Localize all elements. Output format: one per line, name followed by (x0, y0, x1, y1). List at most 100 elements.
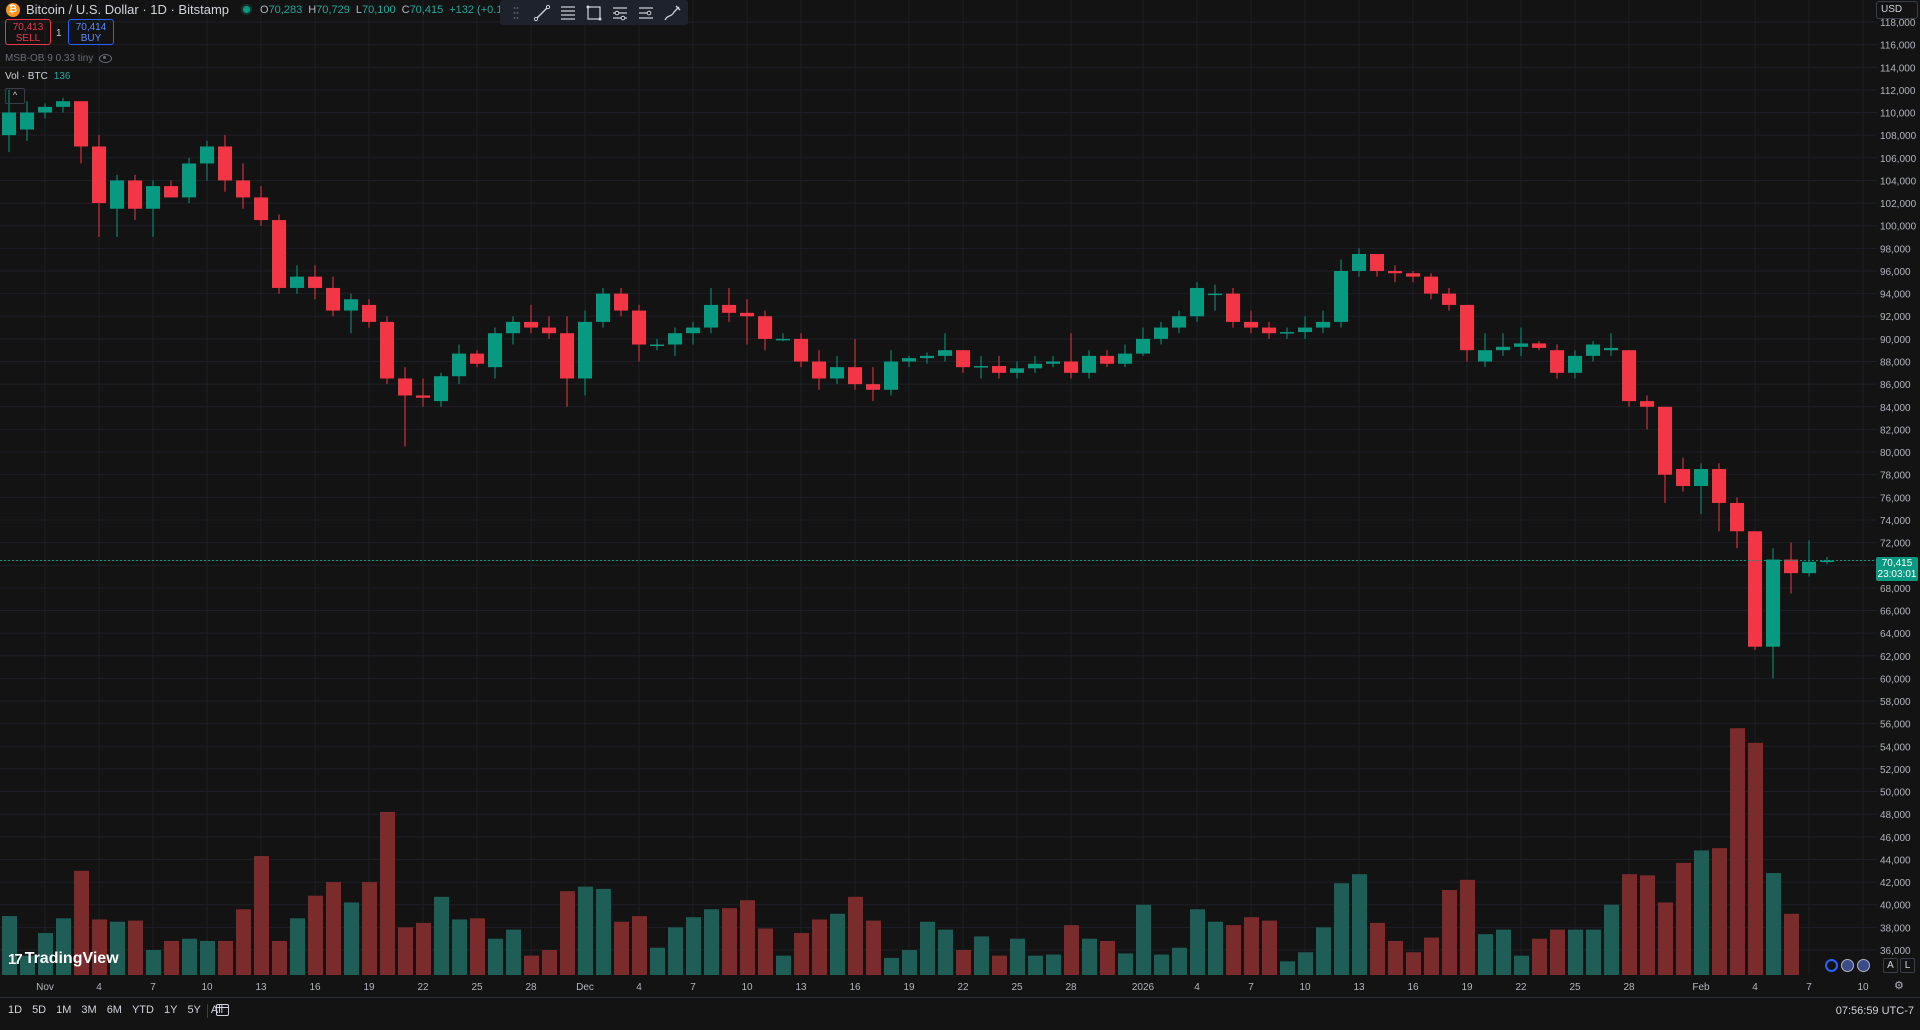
x-tick-label: 7 (1248, 982, 1254, 993)
symbol-title[interactable]: Bitcoin / U.S. Dollar · 1D · Bitstamp (26, 2, 229, 17)
date-range-selector[interactable]: 1D 5D 1M 3M 6M YTD 1Y 5Y All (8, 1004, 223, 1016)
y-tick-label: 48,000 (1880, 810, 1911, 821)
candle-body (56, 101, 70, 107)
market-status-icon[interactable] (243, 6, 250, 13)
drawing-toolbar[interactable] (500, 0, 688, 25)
event-flag-icon[interactable] (1825, 959, 1838, 972)
volume-bar (2, 916, 17, 975)
x-tick-label: 16 (309, 982, 321, 993)
y-tick-label: 110,000 (1880, 109, 1916, 120)
candle (1640, 395, 1654, 430)
settings-gear-icon[interactable]: ⚙ (1894, 980, 1904, 992)
pattern-icon[interactable] (636, 3, 656, 23)
candle (128, 174, 142, 221)
auto-scale-button[interactable]: A (1883, 958, 1898, 973)
drag-handle-icon[interactable] (506, 3, 526, 23)
volume-bar (830, 913, 845, 975)
candle (1442, 287, 1456, 311)
time-axis[interactable]: Nov 4 7 10 13 16 19 22 25 28 Dec 4 7 10 13 16 19 22 25 28 20… (36, 982, 1869, 993)
candle (1046, 355, 1060, 368)
range-5d[interactable]: 5D (32, 1004, 47, 1016)
tradingview-logo-icon: 17 (8, 950, 23, 968)
candle (884, 350, 898, 396)
candle-body (1334, 270, 1348, 322)
range-1y[interactable]: 1Y (163, 1004, 178, 1016)
candle-body (1028, 363, 1042, 369)
candle (1604, 333, 1618, 356)
price-chart[interactable]: 36,000 38,000 40,000 42,000 44,000 46,000 48,0… (0, 0, 1920, 997)
volume-bar (776, 955, 791, 975)
fib-icon[interactable] (558, 3, 578, 23)
tradingview-logo[interactable]: 17 TradingView (8, 950, 119, 968)
measure-icon[interactable] (610, 3, 630, 23)
candle-body (1640, 401, 1654, 407)
volume-bar (1442, 890, 1457, 975)
us-flag-icon[interactable] (1841, 959, 1854, 972)
eye-hidden-icon[interactable] (99, 54, 113, 63)
trendline-icon[interactable] (532, 3, 552, 23)
candle (758, 310, 772, 351)
candle (110, 174, 124, 238)
candle-body (74, 101, 88, 147)
y-tick-label: 102,000 (1880, 199, 1917, 210)
x-tick-label: 25 (471, 982, 483, 993)
candle-body (236, 180, 250, 198)
currency-selector[interactable]: USD (1876, 1, 1918, 19)
range-1m[interactable]: 1M (56, 1004, 72, 1016)
volume-bar (1298, 952, 1313, 975)
range-ytd[interactable]: YTD (131, 1004, 154, 1016)
candle-body (146, 186, 160, 209)
indicator-volume[interactable]: Vol · BTC 136 (5, 71, 71, 82)
collapse-indicators-button[interactable]: ^ (5, 88, 25, 104)
candle (920, 352, 934, 364)
rectangle-icon[interactable] (584, 3, 604, 23)
volume-bar (938, 929, 953, 975)
candle (1658, 406, 1672, 503)
y-tick-label: 82,000 (1880, 425, 1911, 436)
volume-bar (542, 950, 557, 975)
volume-bar (1514, 955, 1529, 975)
brush-icon[interactable] (662, 3, 682, 23)
volume-bar (326, 882, 341, 975)
indicator-msb-ob[interactable]: MSB-OB 9 0.33 tiny (5, 53, 113, 64)
toolbar-divider (207, 1004, 208, 1018)
candle (1262, 321, 1276, 339)
candle-body (290, 276, 304, 288)
candle-body (1262, 327, 1276, 334)
y-tick-label: 104,000 (1880, 176, 1917, 187)
x-tick-label: 28 (525, 982, 537, 993)
candle-body (542, 327, 556, 334)
candle-body (506, 321, 520, 334)
volume-bar (992, 955, 1007, 975)
range-3m[interactable]: 3M (81, 1004, 97, 1016)
candle-body (686, 327, 700, 334)
range-6m[interactable]: 6M (106, 1004, 122, 1016)
candle (614, 287, 628, 317)
range-1d[interactable]: 1D (8, 1004, 23, 1016)
sell-button[interactable]: 70,413 SELL (5, 19, 51, 45)
candle-body (1748, 531, 1762, 647)
buy-button[interactable]: 70,414 BUY (68, 19, 114, 45)
candle-body (1820, 560, 1834, 563)
symbol-header[interactable]: ₿ Bitcoin / U.S. Dollar · 1D · Bitstamp … (6, 2, 522, 17)
candle-body (668, 333, 682, 345)
volume-bar (146, 950, 161, 975)
volume-bar (1226, 925, 1241, 975)
x-tick-label: 22 (957, 982, 969, 993)
range-5y[interactable]: 5Y (187, 1004, 201, 1016)
candle (1586, 341, 1600, 362)
us-flag-icon[interactable] (1857, 959, 1870, 972)
volume-bar (236, 909, 251, 975)
x-tick-label: 28 (1623, 982, 1635, 993)
candle-body (1244, 321, 1258, 328)
candle (1820, 556, 1834, 565)
candle (1748, 531, 1762, 651)
volume-bar (1460, 879, 1475, 975)
candle-body (1118, 353, 1132, 364)
candle (1244, 310, 1258, 334)
price-axis[interactable]: 36,000 38,000 40,000 42,000 44,000 46,000 48,0… (1880, 18, 1917, 957)
log-scale-button[interactable]: L (1900, 958, 1915, 973)
y-tick-label: 36,000 (1880, 946, 1911, 957)
utc-clock[interactable]: 07:56:59 UTC-7 (1835, 1005, 1914, 1017)
go-to-date-calendar-icon[interactable] (216, 1004, 229, 1016)
